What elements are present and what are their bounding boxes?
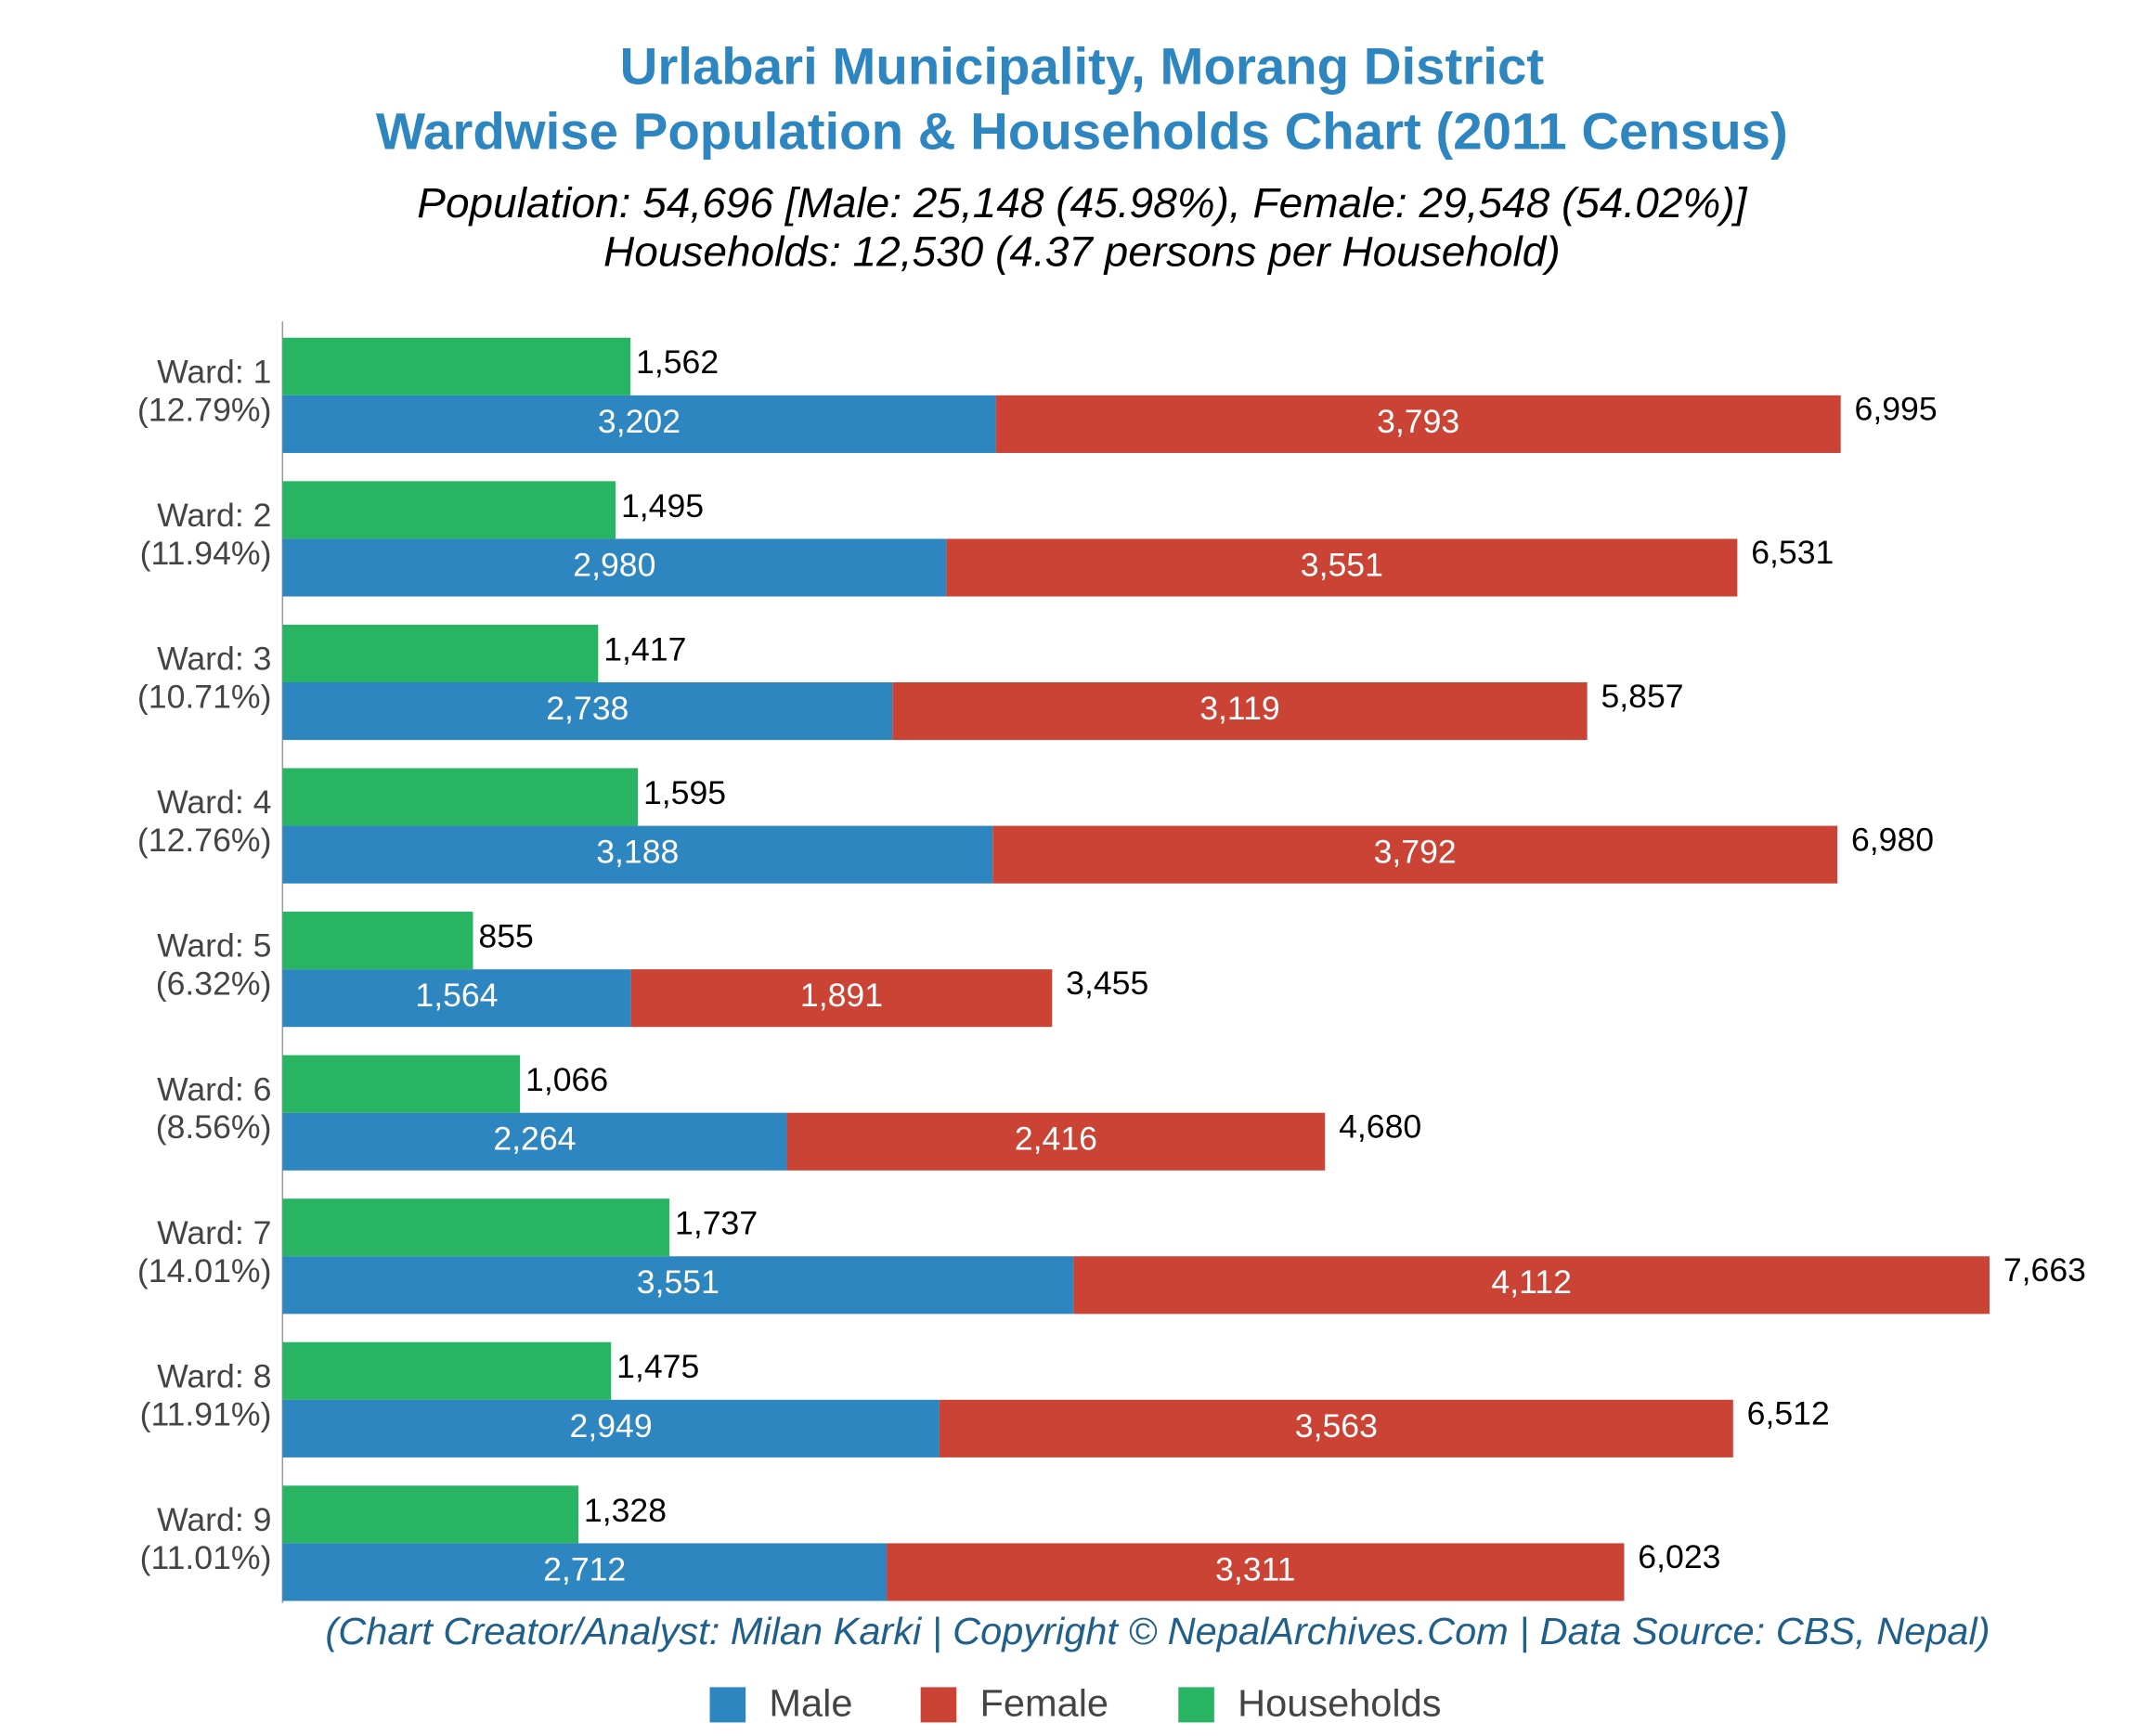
y-tick-label: (11.91%)	[140, 1397, 272, 1433]
population-bar	[282, 1399, 940, 1457]
legend-label: Female	[980, 1682, 1109, 1725]
chart-subtitle: Population: 54,696 [Male: 25,148 (45.98%…	[417, 179, 1748, 227]
population-bar	[282, 681, 893, 741]
data-label: 1,891	[800, 978, 883, 1014]
population-bar	[887, 1543, 1625, 1601]
total-label: 7,663	[2003, 1252, 2086, 1289]
data-label: 2,264	[493, 1121, 576, 1158]
population-bar	[939, 1399, 1733, 1457]
y-tick-label: (11.01%)	[140, 1540, 272, 1576]
legend-label: Male	[769, 1682, 852, 1725]
y-tick-label: Ward: 5	[157, 928, 271, 965]
y-tick-label: (12.79%)	[137, 393, 272, 429]
population-bar	[786, 1112, 1326, 1171]
data-label: 3,551	[637, 1264, 719, 1301]
total-label: 6,980	[1851, 823, 1934, 859]
legend-swatch	[920, 1687, 957, 1723]
household-bar	[282, 1341, 612, 1400]
y-tick-label: Ward: 2	[157, 498, 271, 534]
data-label: 3,563	[1295, 1408, 1378, 1445]
legend-swatch	[1178, 1687, 1214, 1723]
y-tick-label: (14.01%)	[137, 1253, 272, 1289]
population-bar	[995, 395, 1841, 453]
household-bar	[282, 1198, 670, 1257]
population-bar	[282, 1543, 888, 1601]
total-label: 6,512	[1747, 1396, 1830, 1432]
household-bar	[282, 624, 599, 682]
data-label: 4,112	[1491, 1264, 1571, 1301]
household-bar	[282, 912, 473, 970]
data-label: 1,495	[621, 488, 704, 525]
data-label: 3,551	[1301, 548, 1383, 584]
data-label: 1,328	[584, 1493, 667, 1529]
data-label: 3,792	[1374, 835, 1457, 871]
y-tick-label: Ward: 1	[157, 355, 271, 391]
household-bar	[282, 337, 631, 395]
y-tick-label: (11.94%)	[140, 536, 272, 572]
data-label: 2,738	[546, 691, 629, 727]
data-label: 855	[478, 919, 533, 955]
data-label: 1,564	[415, 978, 498, 1014]
data-label: 3,119	[1199, 691, 1279, 727]
data-label: 3,202	[598, 404, 681, 440]
data-label: 1,066	[525, 1062, 608, 1098]
population-bar	[282, 825, 993, 884]
data-label: 3,188	[596, 835, 679, 871]
population-bar	[282, 969, 631, 1028]
total-label: 6,531	[1751, 535, 1834, 571]
population-bar	[946, 538, 1738, 597]
chart-subtitle: Households: 12,530 (4.37 persons per Hou…	[603, 228, 1561, 276]
data-label: 3,311	[1215, 1552, 1295, 1588]
y-tick-label: Ward: 9	[157, 1502, 271, 1538]
data-label: 2,416	[1015, 1121, 1097, 1158]
data-label: 1,595	[643, 775, 726, 811]
total-label: 6,995	[1855, 392, 1938, 428]
population-bar	[892, 681, 1588, 741]
population-bar	[1073, 1256, 1990, 1315]
caption: (Chart Creator/Analyst: Milan Karki | Co…	[325, 1611, 1990, 1653]
chart-title: Urlabari Municipality, Morang District	[620, 37, 1545, 95]
data-label: 3,793	[1377, 404, 1459, 440]
data-label: 1,475	[616, 1349, 699, 1385]
household-bar	[282, 768, 639, 826]
y-tick-label: (8.56%)	[156, 1109, 272, 1146]
total-label: 4,680	[1339, 1109, 1421, 1146]
household-bar	[282, 481, 616, 539]
y-tick-label: (10.71%)	[137, 680, 272, 716]
data-label: 1,417	[603, 632, 686, 668]
data-label: 2,949	[570, 1408, 653, 1445]
legend-label: Households	[1238, 1682, 1441, 1725]
chart-title: Wardwise Population & Households Chart (…	[376, 102, 1788, 160]
population-bar	[282, 1112, 787, 1171]
population-bar	[630, 969, 1053, 1028]
data-label: 2,712	[543, 1552, 626, 1588]
household-bar	[282, 1485, 578, 1544]
y-tick-label: (6.32%)	[156, 966, 272, 1003]
household-bar	[282, 1055, 521, 1113]
y-tick-label: Ward: 3	[157, 641, 271, 678]
data-label: 2,980	[573, 548, 655, 584]
population-bar	[992, 825, 1838, 884]
population-bar	[282, 1256, 1074, 1315]
legend-swatch	[709, 1687, 746, 1723]
y-tick-label: Ward: 8	[157, 1359, 271, 1395]
total-label: 5,857	[1601, 679, 1683, 715]
data-label: 1,562	[636, 344, 719, 381]
y-tick-label: (12.76%)	[137, 823, 272, 859]
y-tick-label: Ward: 4	[157, 784, 271, 821]
total-label: 3,455	[1066, 965, 1148, 1002]
y-tick-label: Ward: 6	[157, 1072, 271, 1108]
y-tick-label: Ward: 7	[157, 1215, 271, 1251]
population-bar	[282, 395, 996, 453]
population-bar	[282, 538, 947, 597]
data-label: 1,737	[675, 1206, 758, 1242]
total-label: 6,023	[1638, 1539, 1720, 1575]
